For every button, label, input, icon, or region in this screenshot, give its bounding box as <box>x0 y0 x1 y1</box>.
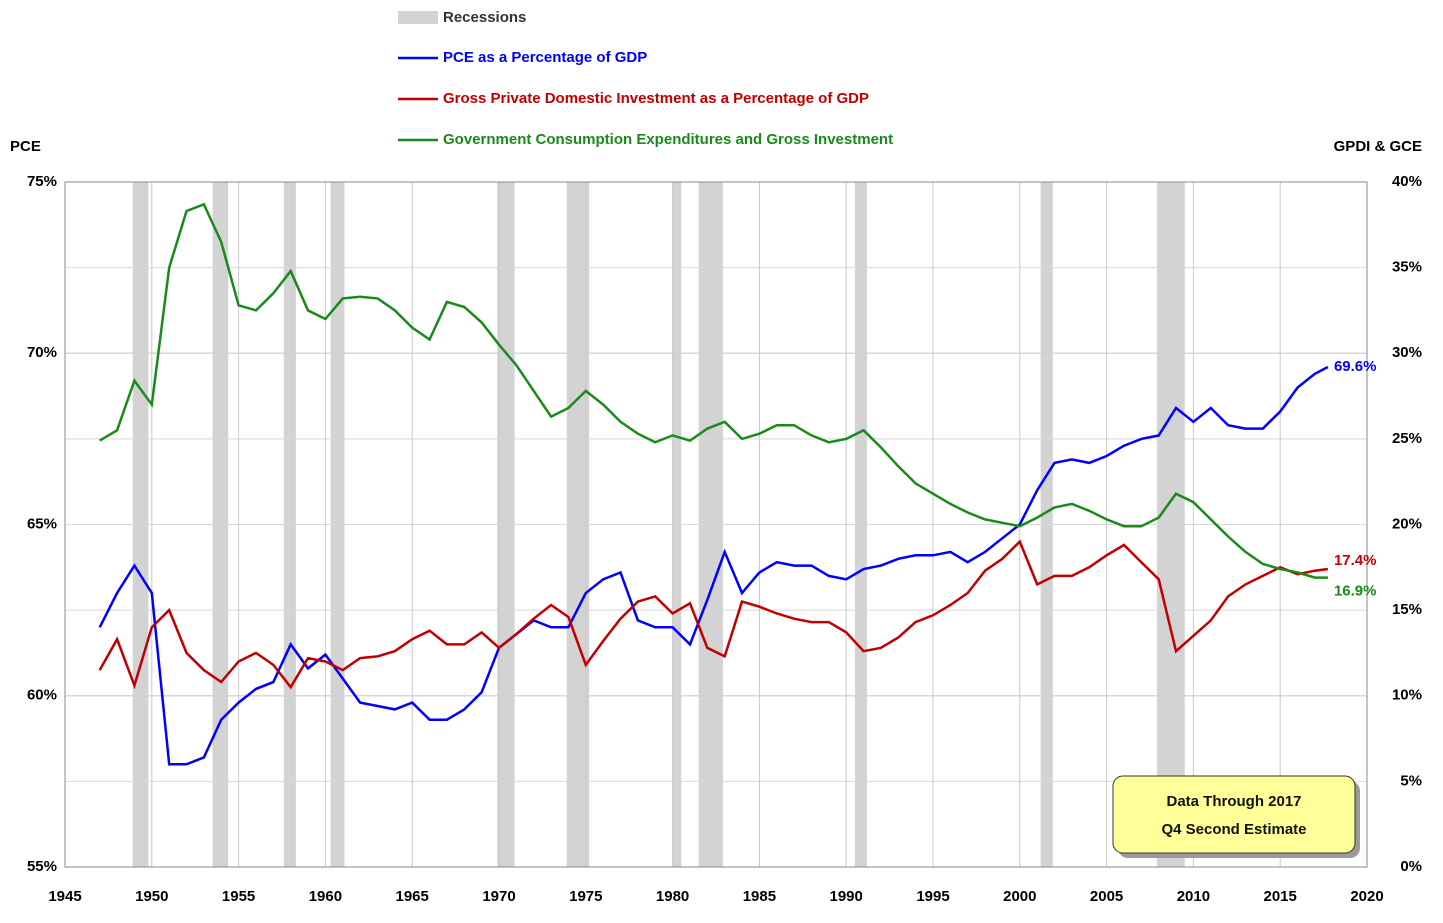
y2-tick-label: 25% <box>1392 430 1422 447</box>
x-tick-label: 2015 <box>1264 888 1297 905</box>
y2-tick-label: 5% <box>1400 772 1422 789</box>
y-tick-label: 75% <box>27 173 57 190</box>
value-label: 16.9% <box>1334 583 1377 600</box>
note-text: Data Through 2017 <box>1166 793 1301 810</box>
value-label: 69.6% <box>1334 358 1377 375</box>
y-tick-label: 55% <box>27 858 57 875</box>
x-tick-label: 1975 <box>569 888 602 905</box>
x-tick-label: 2010 <box>1177 888 1210 905</box>
x-tick-label: 2005 <box>1090 888 1123 905</box>
legend-label: Recessions <box>443 9 526 26</box>
series-line <box>99 202 1328 579</box>
y-axis-title: PCE <box>10 138 41 155</box>
legend-label: Gross Private Domestic Investment as a P… <box>443 90 869 107</box>
x-tick-label: 1950 <box>135 888 168 905</box>
x-tick-label: 1965 <box>396 888 429 905</box>
x-tick-label: 1985 <box>743 888 776 905</box>
y2-tick-label: 40% <box>1392 173 1422 190</box>
series-line <box>98 539 1329 690</box>
x-tick-label: 1990 <box>830 888 863 905</box>
y2-tick-label: 15% <box>1392 601 1422 618</box>
y2-tick-label: 30% <box>1392 344 1422 361</box>
note-box <box>1112 775 1356 854</box>
x-tick-label: 1955 <box>222 888 255 905</box>
x-tick-label: 2020 <box>1350 888 1383 905</box>
x-tick-label: 1980 <box>656 888 689 905</box>
y2-tick-label: 0% <box>1400 858 1422 875</box>
legend-swatch <box>398 11 438 24</box>
y2-tick-label: 20% <box>1392 515 1422 532</box>
plot-frame <box>64 181 1368 868</box>
x-tick-label: 1995 <box>916 888 949 905</box>
value-label: 17.4% <box>1334 552 1377 569</box>
y-tick-label: 60% <box>27 687 57 704</box>
y2-tick-label: 35% <box>1392 259 1422 276</box>
x-tick-label: 1945 <box>48 888 81 905</box>
x-tick-label: 1970 <box>482 888 515 905</box>
y2-tick-label: 10% <box>1392 687 1422 704</box>
note-text: Q4 Second Estimate <box>1161 821 1306 838</box>
x-tick-label: 2000 <box>1003 888 1036 905</box>
y-tick-label: 70% <box>27 344 57 361</box>
legend-label: Government Consumption Expenditures and … <box>443 131 893 148</box>
y-tick-label: 65% <box>27 515 57 532</box>
x-tick-label: 1960 <box>309 888 342 905</box>
y2-axis-title: GPDI & GCE <box>1334 138 1422 155</box>
legend-label: PCE as a Percentage of GDP <box>443 49 647 66</box>
